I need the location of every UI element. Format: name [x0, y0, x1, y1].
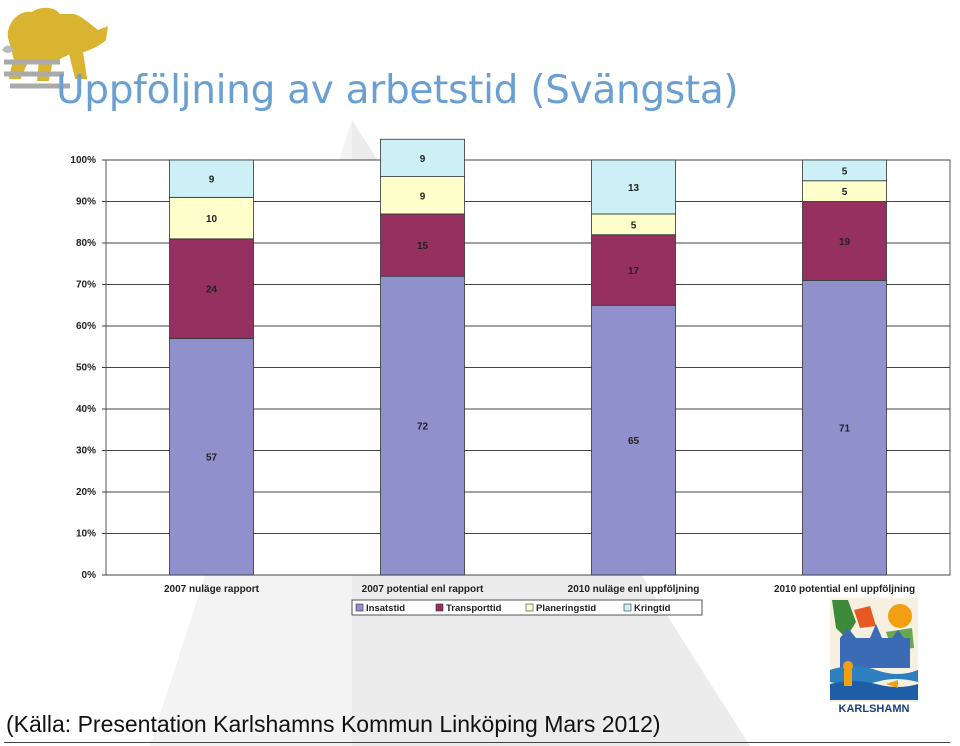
karlshamn-logo-icon: KARLSHAMN — [830, 598, 918, 715]
x-axis-category-labels: 2007 nuläge rapport 2007 potential enl ra… — [164, 584, 915, 595]
logo-text: KARLSHAMN — [839, 703, 910, 715]
bar-data-label: 17 — [628, 266, 640, 277]
y-tick-label: 70% — [76, 280, 96, 291]
bar-data-label: 10 — [206, 214, 218, 225]
bar-data-label: 13 — [628, 183, 640, 194]
y-tick-label: 0% — [82, 570, 97, 581]
y-tick-label: 10% — [76, 529, 96, 540]
legend-swatch — [355, 603, 364, 612]
bar-data-label: 72 — [417, 422, 429, 433]
bottom-divider — [4, 742, 950, 743]
bar-segment — [169, 159, 254, 198]
bar-segment — [380, 176, 465, 215]
x-category-label: 2010 nuläge enl uppföljning — [568, 584, 700, 595]
bar-segment — [591, 304, 676, 576]
lion-logo-icon — [2, 7, 108, 89]
legend-label: Kringtid — [634, 603, 671, 614]
bar-segment — [380, 138, 465, 177]
y-tick-label: 80% — [76, 238, 96, 249]
bar-segment — [802, 201, 887, 281]
legend-swatch — [435, 603, 444, 612]
bar-segment — [802, 159, 887, 182]
x-category-label: 2007 nuläge rapport — [164, 584, 260, 595]
bars: 57 24 10 9 72 15 9 9 65 17 5 13 71 19 5 5 — [169, 138, 887, 576]
x-category-label: 2010 potential enl uppföljning — [774, 584, 915, 595]
y-tick-label: 20% — [76, 487, 96, 498]
y-tick-label: 60% — [76, 321, 96, 332]
y-tick-label: 50% — [76, 363, 96, 374]
bar-data-label: 19 — [839, 237, 851, 248]
x-category-label: 2007 potential enl rapport — [362, 584, 484, 595]
bar-data-label: 24 — [206, 285, 218, 296]
bar-data-label: 9 — [420, 191, 426, 202]
bar-segment — [380, 275, 465, 576]
bar-segment — [169, 338, 254, 576]
bar-data-label: 65 — [628, 436, 640, 447]
chart-legend: Insatstid Transporttid Planeringstid Kringt… — [351, 599, 703, 616]
slide-title: Uppföljning av arbetstid (Svängsta) — [56, 68, 739, 113]
legend-swatch — [623, 603, 632, 612]
bar-segment — [169, 196, 254, 240]
bar-data-label: 9 — [420, 154, 426, 165]
bar-segment — [591, 234, 676, 306]
bar-data-label: 5 — [842, 166, 848, 177]
y-tick-label: 40% — [76, 404, 96, 415]
bar-data-label: 71 — [839, 424, 851, 435]
y-axis-tick-labels: 0% 10% 20% 30% 40% 50% 60% 70% 80% 90% 100% — [70, 155, 96, 581]
bar-segment — [802, 279, 887, 576]
bar-data-label: 57 — [206, 453, 218, 464]
legend-label: Insatstid — [366, 603, 405, 614]
legend-label: Transporttid — [446, 603, 502, 614]
bar-data-label: 5 — [631, 220, 637, 231]
bar-data-label: 15 — [417, 241, 429, 252]
bar-segment — [380, 213, 465, 277]
source-caption: (Källa: Presentation Karlshamns Kommun L… — [6, 711, 661, 737]
bar-segment — [169, 238, 254, 339]
y-tick-label: 90% — [76, 197, 96, 208]
bar-data-label: 9 — [209, 175, 215, 186]
legend-swatch — [525, 603, 534, 612]
bar-segment — [591, 159, 676, 215]
y-tick-label: 30% — [76, 446, 96, 457]
y-tick-label: 100% — [70, 155, 96, 166]
bar-data-label: 5 — [842, 187, 848, 198]
legend-label: Planeringstid — [536, 603, 596, 614]
